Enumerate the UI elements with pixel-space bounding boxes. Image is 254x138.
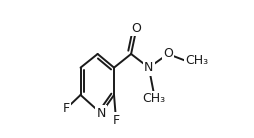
Text: N: N <box>144 61 154 74</box>
Text: F: F <box>63 102 70 115</box>
Text: N: N <box>96 107 106 120</box>
Text: O: O <box>163 47 173 60</box>
Text: O: O <box>132 22 141 34</box>
Text: CH₃: CH₃ <box>186 54 209 67</box>
Text: F: F <box>113 114 120 127</box>
Text: CH₃: CH₃ <box>142 92 165 105</box>
